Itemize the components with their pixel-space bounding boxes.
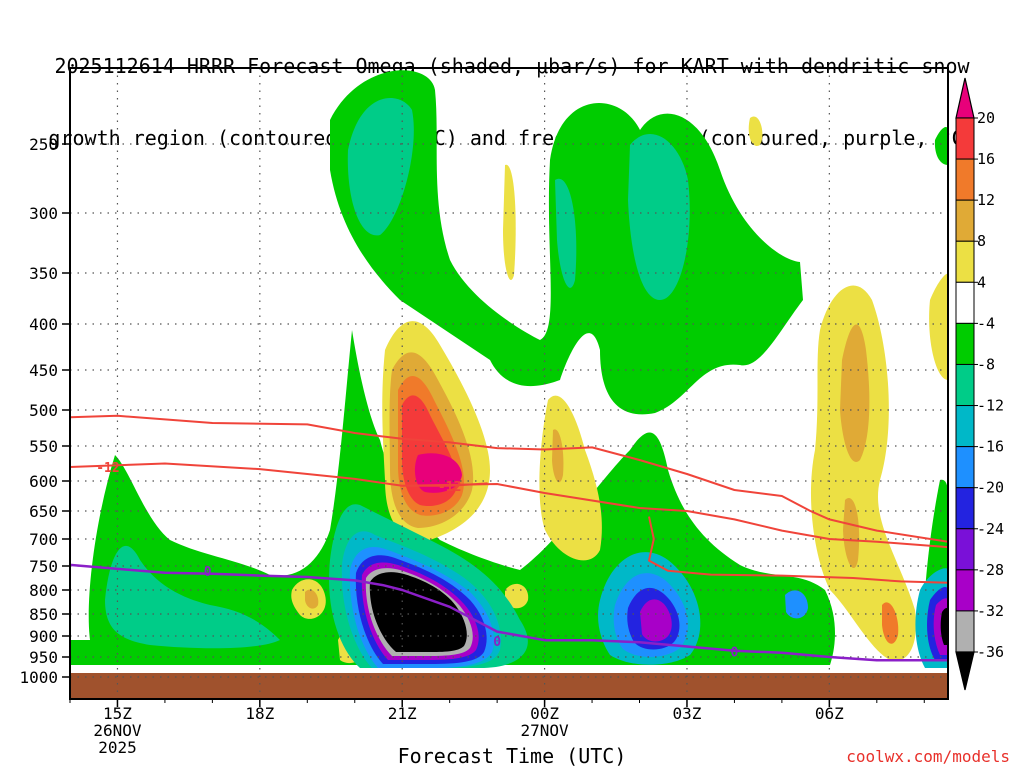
dgz-contour-label: -12	[96, 461, 119, 476]
colorbar-label: -32	[977, 602, 1004, 620]
y-tick-label: 550	[29, 437, 58, 456]
y-tick-label: 450	[29, 361, 58, 380]
y-tick-label: 900	[29, 627, 58, 646]
y-tick-label: 300	[29, 204, 58, 223]
omega-shading	[70, 70, 948, 668]
x-tick-date: 27NOV	[521, 721, 570, 740]
colorbar-label: -28	[977, 561, 1004, 579]
colorbar-cell	[955, 281, 975, 324]
ground-layer	[70, 673, 948, 699]
colorbar-cell	[955, 322, 975, 365]
omega-region	[539, 395, 602, 561]
colorbar-arrow-top	[955, 77, 975, 119]
colorbar-label: -12	[977, 397, 1004, 415]
y-tick-label: 350	[29, 264, 58, 283]
chart-title: 2025112614 HRRR Forecast Omega (shaded, …	[0, 6, 1024, 174]
gridlines	[70, 68, 948, 699]
y-tick-label: 700	[29, 530, 58, 549]
colorbar-cell	[955, 199, 975, 242]
omega-region	[503, 164, 516, 280]
freezing-level-contour-label: 0	[731, 646, 739, 661]
y-tick-label: 650	[29, 502, 58, 521]
omega-region	[929, 273, 948, 380]
y-tick-label: 600	[29, 472, 58, 491]
colorbar-cell	[955, 610, 975, 653]
y-tick-label: 1000	[19, 668, 58, 687]
colorbar-label: -8	[977, 355, 995, 373]
x-tick-label: 00Z	[530, 704, 559, 723]
y-tick-label: 800	[29, 581, 58, 600]
x-tick-label: 21Z	[388, 704, 417, 723]
x-tick-label: 03Z	[673, 704, 702, 723]
omega-region	[369, 572, 467, 652]
omega-region	[414, 453, 462, 493]
colorbar-arrow-bottom	[955, 651, 975, 691]
freezing-level-contour	[70, 563, 948, 662]
colorbar-cell	[955, 528, 975, 571]
dgz-contour-label: -12	[438, 480, 461, 495]
y-tick-label: 750	[29, 557, 58, 576]
colorbar-cell	[955, 363, 975, 407]
x-tick-date: 26NOV	[93, 721, 142, 740]
omega-region	[347, 98, 414, 236]
omega-region	[882, 602, 899, 644]
y-tick-label: 250	[29, 135, 58, 154]
colorbar-label: -16	[977, 438, 1004, 456]
colorbar-cell	[955, 487, 975, 530]
colorbar-label: 12	[977, 191, 995, 209]
colorbar-label: 16	[977, 150, 995, 168]
colorbar-label: -24	[977, 520, 1004, 538]
colorbar-label: 4	[977, 273, 986, 291]
omega-region	[840, 324, 870, 462]
colorbar-cell	[955, 446, 975, 489]
contours: -12 -12 0 0 0	[70, 414, 948, 662]
y-tick-label: 500	[29, 401, 58, 420]
y-axis: 250 300 350 400 450 500 550 600 650 700 750 800 850 9…	[19, 135, 70, 687]
omega-region	[628, 133, 690, 300]
colorbar-label: 20	[977, 109, 995, 127]
colorbar-cell	[955, 405, 975, 448]
dgz-contour	[70, 462, 948, 549]
freezing-level-contour-label: 0	[493, 635, 501, 650]
credit-text[interactable]: coolwx.com/models	[846, 747, 1010, 766]
omega-region	[505, 583, 529, 609]
colorbar-cell	[955, 240, 975, 283]
omega-region	[552, 429, 564, 483]
omega-region	[934, 127, 948, 165]
omega-region	[555, 178, 577, 288]
dgz-contour	[407, 482, 488, 487]
omega-region	[748, 116, 763, 146]
y-tick-label: 400	[29, 315, 58, 334]
dgz-contour	[70, 414, 948, 543]
colorbar-label: -36	[977, 643, 1004, 661]
colorbar: 20 16 12 8 4 -4 -8 -12 -16 -20 -24 -28 -32 -36	[955, 77, 1004, 691]
colorbar-cell	[955, 117, 975, 160]
x-tick-label: 06Z	[815, 704, 844, 723]
colorbar-label: 8	[977, 232, 986, 250]
plot-frame	[69, 67, 949, 700]
colorbar-cell	[955, 158, 975, 201]
y-tick-label: 850	[29, 605, 58, 624]
colorbar-label: -4	[977, 314, 995, 332]
colorbar-label: -20	[977, 479, 1004, 497]
omega-region	[640, 599, 672, 642]
omega-region	[843, 498, 860, 569]
omega-region	[305, 589, 319, 609]
x-axis-title: Forecast Time (UTC)	[397, 744, 627, 768]
freezing-level-contour-label: 0	[204, 565, 212, 580]
y-tick-label: 950	[29, 648, 58, 667]
dgz-contour	[648, 516, 948, 584]
x-tick-label: 18Z	[245, 704, 274, 723]
x-tick-year: 2025	[98, 738, 137, 757]
colorbar-cell	[955, 569, 975, 612]
title-line-1: 2025112614 HRRR Forecast Omega (shaded, …	[54, 54, 970, 78]
omega-region	[785, 590, 808, 619]
omega-region	[940, 608, 948, 645]
omega-region	[810, 285, 916, 661]
x-tick-label: 15Z	[103, 704, 132, 723]
